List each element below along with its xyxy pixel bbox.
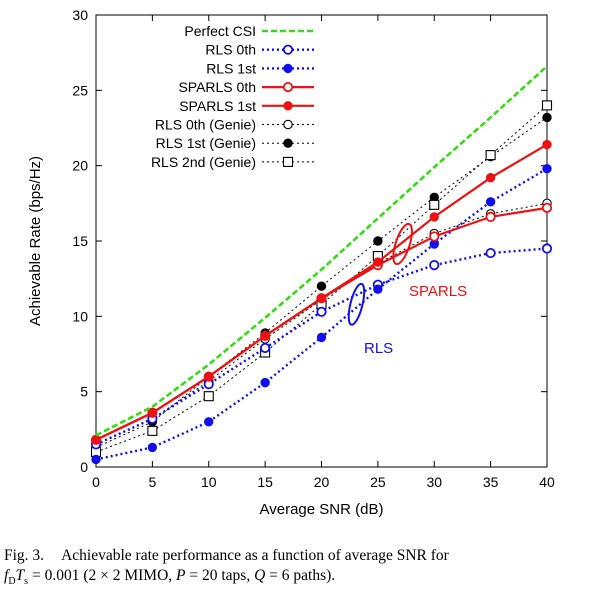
x-tick-label: 20 — [314, 474, 330, 490]
legend-label: SPARLS 1st — [179, 98, 256, 114]
figure-caption: Fig. 3. Achievable rate performance as a… — [4, 546, 584, 592]
y-tick-label: 25 — [72, 82, 88, 98]
x-axis-title: Average SNR (dB) — [260, 501, 384, 518]
series-rls-0th — [90, 243, 553, 450]
data-point — [91, 454, 101, 465]
data-point — [542, 139, 552, 150]
series-line — [95, 247, 548, 446]
x-tick-label: 25 — [370, 474, 386, 490]
legend-label: RLS 1st — [206, 60, 256, 76]
rls-annotation: RLS — [364, 340, 393, 357]
data-point — [485, 247, 496, 259]
data-point — [316, 281, 327, 291]
sparls-bracket-ellipse — [392, 222, 413, 266]
sparls-annotation: SPARLS — [409, 283, 467, 300]
y-tick-label: 10 — [72, 308, 88, 324]
data-point — [542, 112, 552, 123]
data-point — [147, 425, 158, 436]
data-point — [204, 417, 214, 427]
data-point — [429, 231, 440, 242]
data-point — [316, 306, 327, 317]
x-tick-label: 30 — [426, 474, 442, 490]
series-line — [95, 202, 548, 445]
data-point — [485, 197, 496, 207]
data-point — [147, 442, 158, 453]
x-tick-label: 15 — [257, 474, 273, 490]
data-point — [204, 371, 214, 382]
data-point — [429, 260, 440, 271]
data-point — [485, 211, 496, 222]
legend-label: SPARLS 0th — [178, 79, 256, 95]
caption-fig-label: Fig. 3. — [4, 547, 45, 564]
legend-marker — [282, 44, 294, 55]
x-tick-label: 0 — [92, 474, 100, 490]
series-line — [95, 117, 548, 448]
y-axis-title: Achievable Rate (bps/Hz) — [27, 156, 44, 326]
data-point — [541, 202, 553, 213]
data-point — [316, 332, 327, 343]
data-point — [485, 150, 496, 161]
chart: 0 5 10 15 20 25 30 35 40 0 5 10 15 20 25 30 SPARLS RLS … — [27, 7, 555, 518]
legend-marker — [283, 63, 293, 74]
series-rls-0th-genie — [91, 198, 552, 450]
series-line — [95, 65, 548, 437]
legend-label: RLS 2nd (Genie) — [151, 154, 256, 170]
x-tick-label: 40 — [539, 474, 555, 490]
annotations: SPARLS RLS — [347, 222, 467, 357]
data-point — [373, 284, 383, 294]
y-tick-label: 0 — [80, 459, 88, 475]
series-group — [90, 65, 553, 465]
data-point — [316, 293, 327, 303]
data-point — [373, 236, 383, 246]
legend-marker — [283, 138, 293, 148]
y-tick-label: 20 — [72, 158, 88, 174]
legend-label: RLS 0th — [205, 42, 256, 58]
legend-marker — [282, 156, 294, 167]
y-tick-label: 15 — [72, 233, 88, 249]
legend-marker — [283, 101, 293, 111]
data-point — [147, 408, 158, 418]
legend: Perfect CSI RLS 0th RLS 1st SPARLS 0th SPARL… — [151, 23, 314, 170]
x-tick-label: 35 — [483, 474, 499, 490]
data-point — [542, 163, 552, 174]
caption-text-1: Achievable rate performance as a functio… — [61, 547, 449, 564]
caption-line-1: Fig. 3. Achievable rate performance as a… — [4, 546, 584, 566]
data-point — [260, 342, 271, 354]
data-point — [541, 243, 553, 254]
data-point — [429, 212, 439, 222]
y-tick-label: 30 — [72, 7, 88, 23]
legend-marker — [283, 119, 293, 130]
data-point — [373, 257, 383, 267]
series-sparls-1st — [91, 139, 552, 445]
legend-label: Perfect CSI — [184, 23, 256, 39]
data-point — [203, 391, 214, 402]
legend-label: RLS 0th (Genie) — [155, 117, 256, 133]
data-point — [485, 173, 496, 183]
legend-marker — [282, 82, 294, 93]
data-point — [260, 377, 270, 388]
data-point — [260, 331, 270, 341]
caption-line-2: fDTs = 0.001 (2 × 2 MIMO, P = 20 taps, Q… — [4, 567, 336, 588]
legend-label: RLS 1st (Genie) — [156, 135, 256, 151]
y-tick-label: 5 — [80, 384, 88, 400]
data-point — [429, 199, 440, 210]
series-rls-1st — [91, 163, 552, 465]
rls-bracket-ellipse — [347, 282, 366, 326]
x-tick-label: 5 — [148, 474, 156, 490]
x-tick-label: 10 — [201, 474, 217, 490]
series-line — [95, 143, 548, 441]
data-point — [541, 100, 553, 111]
series-perfect-csi — [95, 65, 548, 437]
data-point — [91, 435, 101, 445]
axis-ticks: 0 5 10 15 20 25 30 35 40 0 5 10 15 20 25 30 — [72, 7, 555, 490]
